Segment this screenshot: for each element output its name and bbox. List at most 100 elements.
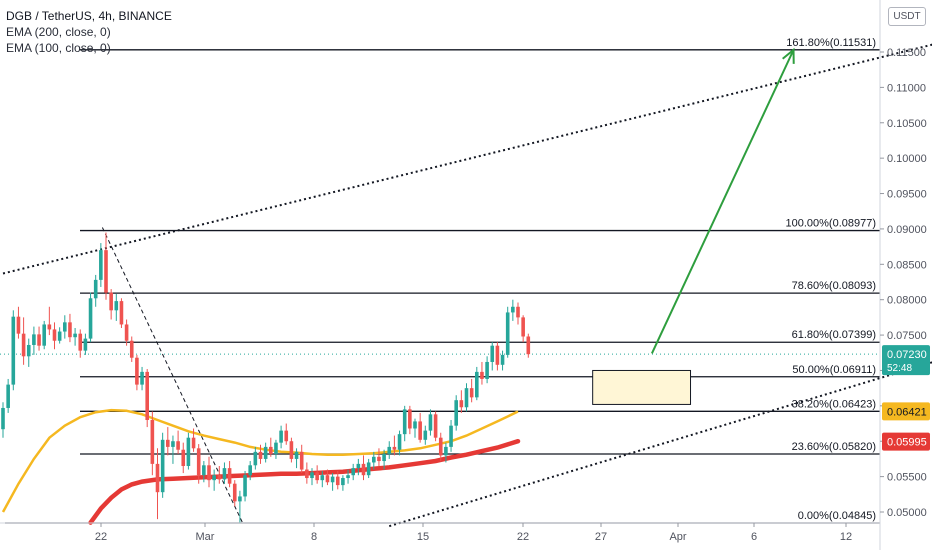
candle-body[interactable] xyxy=(516,306,520,318)
candle-body[interactable] xyxy=(217,475,222,480)
candle-body[interactable] xyxy=(315,472,319,481)
candle-body[interactable] xyxy=(454,400,458,426)
candle-body[interactable] xyxy=(258,451,263,459)
candle-body[interactable] xyxy=(294,451,299,459)
candle-body[interactable] xyxy=(402,409,407,435)
candle-body[interactable] xyxy=(408,409,412,429)
candle-body[interactable] xyxy=(325,475,330,483)
candle-body[interactable] xyxy=(310,472,314,479)
candle-body[interactable] xyxy=(150,420,155,464)
candle-body[interactable] xyxy=(222,468,227,480)
candle-body[interactable] xyxy=(104,250,108,293)
candle-body[interactable] xyxy=(511,306,515,313)
candle-body[interactable] xyxy=(129,340,134,358)
candle-body[interactable] xyxy=(212,475,216,481)
candle-body[interactable] xyxy=(243,475,247,497)
candle-body[interactable] xyxy=(438,437,443,456)
candle-body[interactable] xyxy=(284,430,289,442)
candle-body[interactable] xyxy=(500,354,505,365)
candle-body[interactable] xyxy=(253,451,258,466)
candle-body[interactable] xyxy=(186,437,191,466)
candle-body[interactable] xyxy=(269,446,273,454)
price-label-last[interactable] xyxy=(882,345,930,376)
candle-body[interactable] xyxy=(171,441,175,447)
candle-body[interactable] xyxy=(73,333,77,338)
candle-body[interactable] xyxy=(83,338,88,351)
projection-arrow[interactable] xyxy=(650,49,795,354)
candle-body[interactable] xyxy=(202,465,206,476)
candle-body[interactable] xyxy=(413,421,417,429)
candle-body[interactable] xyxy=(459,400,464,408)
candle-body[interactable] xyxy=(346,475,350,479)
candle-body[interactable] xyxy=(124,324,129,341)
candle-body[interactable] xyxy=(155,463,160,493)
candle-body[interactable] xyxy=(88,298,93,339)
candle-body[interactable] xyxy=(160,439,165,493)
candle-body[interactable] xyxy=(47,324,52,330)
legend-symbol[interactable]: DGB / TetherUS, 4h, BINANCE xyxy=(6,9,172,23)
legend-ema100[interactable]: EMA (100, close, 0) xyxy=(6,41,111,55)
candle-body[interactable] xyxy=(274,442,278,454)
candle-body[interactable] xyxy=(526,336,531,355)
candle-body[interactable] xyxy=(238,496,242,502)
candle-body[interactable] xyxy=(57,331,62,341)
candle-body[interactable] xyxy=(11,316,16,385)
candle-body[interactable] xyxy=(78,333,83,351)
candle-body[interactable] xyxy=(485,361,489,379)
candle-body[interactable] xyxy=(279,430,283,443)
candle-body[interactable] xyxy=(191,437,196,449)
time-axis[interactable]: 22 Mar 8 15 22 27 Apr 6 12 xyxy=(95,523,852,543)
candle-body[interactable] xyxy=(6,384,10,408)
candle-body[interactable] xyxy=(372,456,376,463)
candle-body[interactable] xyxy=(521,317,525,337)
candle-body[interactable] xyxy=(196,448,201,476)
candle-body[interactable] xyxy=(320,475,325,481)
candle-body[interactable] xyxy=(392,446,397,450)
candle-body[interactable] xyxy=(232,483,237,502)
candle-body[interactable] xyxy=(341,478,345,486)
candle-body[interactable] xyxy=(181,449,186,466)
candle-body[interactable] xyxy=(135,357,139,385)
candle-body[interactable] xyxy=(99,250,103,280)
candle-body[interactable] xyxy=(109,292,113,311)
candle-body[interactable] xyxy=(37,334,41,346)
candle-body[interactable] xyxy=(423,430,428,440)
price-label-ema100[interactable] xyxy=(882,402,930,421)
candle-body[interactable] xyxy=(330,476,335,483)
candle-body[interactable] xyxy=(1,407,5,430)
candle-body[interactable] xyxy=(63,322,67,332)
candle-body[interactable] xyxy=(289,441,294,459)
candle-body[interactable] xyxy=(444,446,448,456)
candle-body[interactable] xyxy=(114,301,119,311)
candle-body[interactable] xyxy=(356,463,361,469)
candle-body[interactable] xyxy=(42,324,46,346)
candle-body[interactable] xyxy=(377,456,381,462)
candle-body[interactable] xyxy=(227,468,232,484)
downtrend-line[interactable] xyxy=(101,227,243,523)
candle-body[interactable] xyxy=(366,462,371,476)
candle-body[interactable] xyxy=(176,441,180,450)
candle-body[interactable] xyxy=(93,279,98,299)
price-label-ema200[interactable] xyxy=(882,432,930,451)
candle-body[interactable] xyxy=(490,345,495,362)
candle-body[interactable] xyxy=(495,345,500,365)
candle-body[interactable] xyxy=(418,421,422,440)
candle-body[interactable] xyxy=(505,312,510,355)
candle-body[interactable] xyxy=(428,414,433,431)
candle-body[interactable] xyxy=(248,465,252,476)
candle-body[interactable] xyxy=(382,453,386,462)
candle-body[interactable] xyxy=(68,322,72,338)
candle-body[interactable] xyxy=(480,371,484,379)
candle-body[interactable] xyxy=(32,334,36,345)
candle-body[interactable] xyxy=(397,434,402,450)
legend-ema200[interactable]: EMA (200, close, 0) xyxy=(6,25,111,39)
ema200-line[interactable] xyxy=(88,438,521,525)
candle-body[interactable] xyxy=(52,329,57,341)
candle-body[interactable] xyxy=(26,344,31,357)
target-zone-box[interactable] xyxy=(592,369,692,405)
candle-body[interactable] xyxy=(351,468,355,476)
candle-body[interactable] xyxy=(207,465,211,481)
candle-body[interactable] xyxy=(335,476,340,486)
candle-body[interactable] xyxy=(387,446,392,454)
